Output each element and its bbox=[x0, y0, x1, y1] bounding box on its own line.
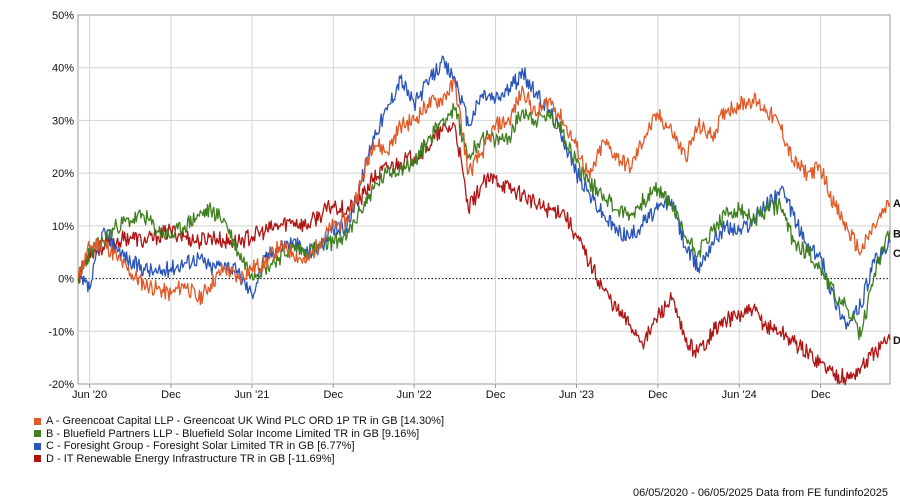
legend-item-c: C - Foresight Group - Foresight Solar Li… bbox=[34, 440, 444, 453]
y-tick-label: 10% bbox=[52, 221, 74, 233]
y-tick-label: 40% bbox=[52, 63, 74, 75]
x-tick-label: Jun '24 bbox=[722, 389, 757, 401]
legend-label: D - IT Renewable Energy Infrastructure T… bbox=[46, 452, 335, 465]
y-tick-label: 30% bbox=[52, 115, 74, 127]
end-label-c: C bbox=[893, 248, 900, 260]
chart-footer: 06/05/2020 - 06/05/2025 Data from FE fun… bbox=[632, 487, 888, 499]
plot-frame bbox=[77, 14, 891, 385]
end-label-a: A bbox=[893, 198, 900, 210]
series-line-c bbox=[77, 55, 891, 330]
y-tick-label: -10% bbox=[48, 326, 74, 338]
x-tick-label: Jun '21 bbox=[234, 389, 269, 401]
legend-item-d: D - IT Renewable Energy Infrastructure T… bbox=[34, 453, 444, 466]
legend-swatch bbox=[34, 417, 41, 425]
series-line-d bbox=[77, 122, 891, 386]
x-tick-label: Dec bbox=[323, 389, 343, 401]
series-line-a bbox=[77, 78, 891, 306]
legend-label: A - Greencoat Capital LLP - Greencoat UK… bbox=[46, 415, 445, 428]
x-tick-label: Dec bbox=[648, 389, 668, 401]
chart-series bbox=[77, 55, 891, 386]
legend-label: C - Foresight Group - Foresight Solar Li… bbox=[46, 440, 355, 453]
x-tick-label: Dec bbox=[161, 389, 181, 401]
legend-label: B - Bluefield Partners LLP - Bluefield S… bbox=[46, 427, 420, 440]
y-tick-label: 50% bbox=[52, 10, 74, 22]
series-line-b bbox=[77, 102, 891, 341]
line-chart: 50% 40% 30% 20% 10% 0% -10% -20%Jun '20 Dec Jun '… bbox=[48, 10, 900, 401]
y-tick-label: -20% bbox=[48, 379, 74, 391]
end-label-b: B bbox=[893, 228, 900, 240]
legend-swatch bbox=[34, 430, 41, 438]
chart-grid bbox=[77, 14, 891, 385]
legend-swatch bbox=[34, 442, 41, 450]
legend-item-a: A - Greencoat Capital LLP - Greencoat UK… bbox=[34, 415, 444, 428]
x-tick-label: Dec bbox=[811, 389, 831, 401]
legend-swatch bbox=[34, 455, 41, 463]
x-tick-label: Jun '20 bbox=[72, 389, 107, 401]
x-tick-label: Dec bbox=[486, 389, 506, 401]
end-labels: A BC D bbox=[893, 198, 900, 347]
y-tick-label: 20% bbox=[52, 168, 74, 180]
y-tick-label: 0% bbox=[58, 274, 74, 286]
chart-legend: A - Greencoat Capital LLP - Greencoat UK… bbox=[34, 415, 444, 465]
x-tick-label: Jun '22 bbox=[397, 389, 432, 401]
legend-item-b: B - Bluefield Partners LLP - Bluefield S… bbox=[34, 428, 444, 441]
x-tick-label: Jun '23 bbox=[559, 389, 594, 401]
chart-axes: 50% 40% 30% 20% 10% 0% -10% -20%Jun '20 Dec Jun '… bbox=[48, 10, 831, 401]
end-label-d: D bbox=[893, 335, 900, 347]
